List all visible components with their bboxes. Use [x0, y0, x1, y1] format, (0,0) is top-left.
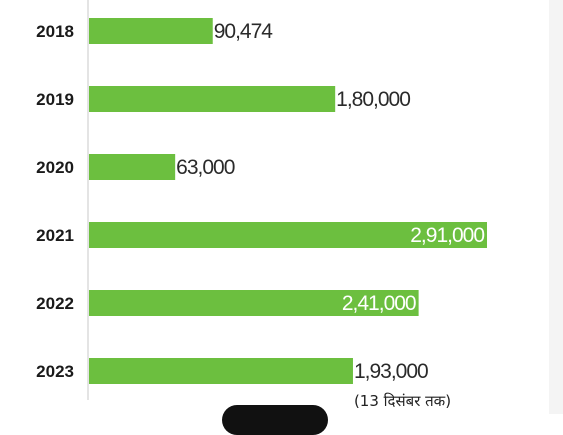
right-edge-strip: [549, 0, 563, 414]
bottom-pill-overlay: [222, 405, 328, 435]
bar-2019: [89, 86, 336, 112]
labels-group: 2018 90,474 2019 1,80,000 2020 63,000 2021 2,91…: [36, 20, 485, 410]
value-label-2019: 1,80,000: [336, 88, 410, 111]
bar-2021: [89, 222, 487, 248]
year-label-2018: 2018: [36, 22, 74, 41]
year-label-2023: 2023: [36, 362, 74, 381]
bar-2018: [89, 18, 213, 44]
value-label-2023: 1,93,000: [354, 360, 428, 383]
year-label-2019: 2019: [36, 90, 74, 109]
year-label-2022: 2022: [36, 294, 74, 313]
value-label-2022: 2,41,000: [342, 292, 416, 315]
value-label-2021: 2,91,000: [410, 224, 484, 247]
bar-chart: 2018 90,474 2019 1,80,000 2020 63,000 2021 2,91…: [36, 0, 487, 410]
bar-2022: [89, 290, 419, 316]
value-label-2020: 63,000: [176, 156, 235, 179]
year-label-2020: 2020: [36, 158, 74, 177]
year-label-2021: 2021: [36, 226, 74, 245]
bar-2020: [89, 154, 176, 180]
bars-group: [89, 18, 487, 384]
value-label-2018: 90,474: [214, 20, 274, 43]
annotation-note: (13 दिसंबर तक): [354, 392, 451, 410]
bar-2023: [89, 358, 353, 384]
